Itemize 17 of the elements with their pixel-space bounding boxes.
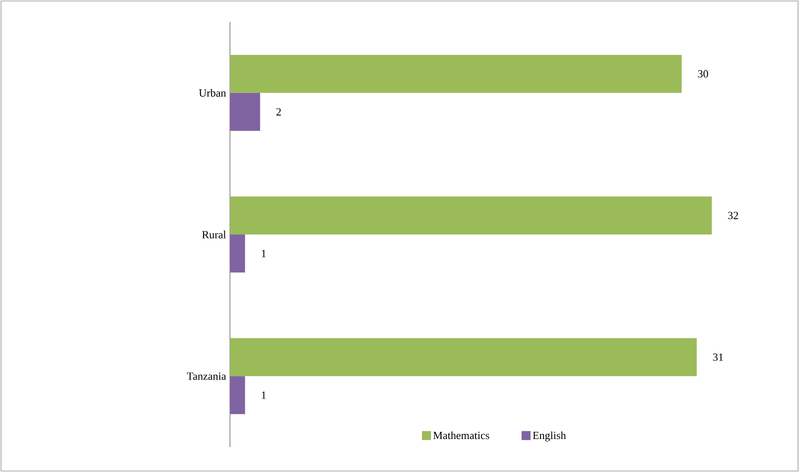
y-tick-label: Rural [202,230,226,238]
bar [230,234,246,272]
bar [230,54,682,93]
bar [230,92,260,131]
legend-label: English [532,431,566,442]
data-label: 1 [262,250,266,258]
data-label: 30 [698,70,708,78]
y-tick-label: Urban [198,88,226,97]
data-label: 32 [728,212,738,220]
bar [230,376,246,414]
bar [230,196,712,234]
data-label: 2 [276,108,281,116]
legend-label: Mathematics [433,431,490,440]
data-label: 31 [713,353,723,361]
y-tick-label: Tanzania [186,372,226,380]
bar [230,338,697,376]
data-label: 1 [262,392,266,399]
